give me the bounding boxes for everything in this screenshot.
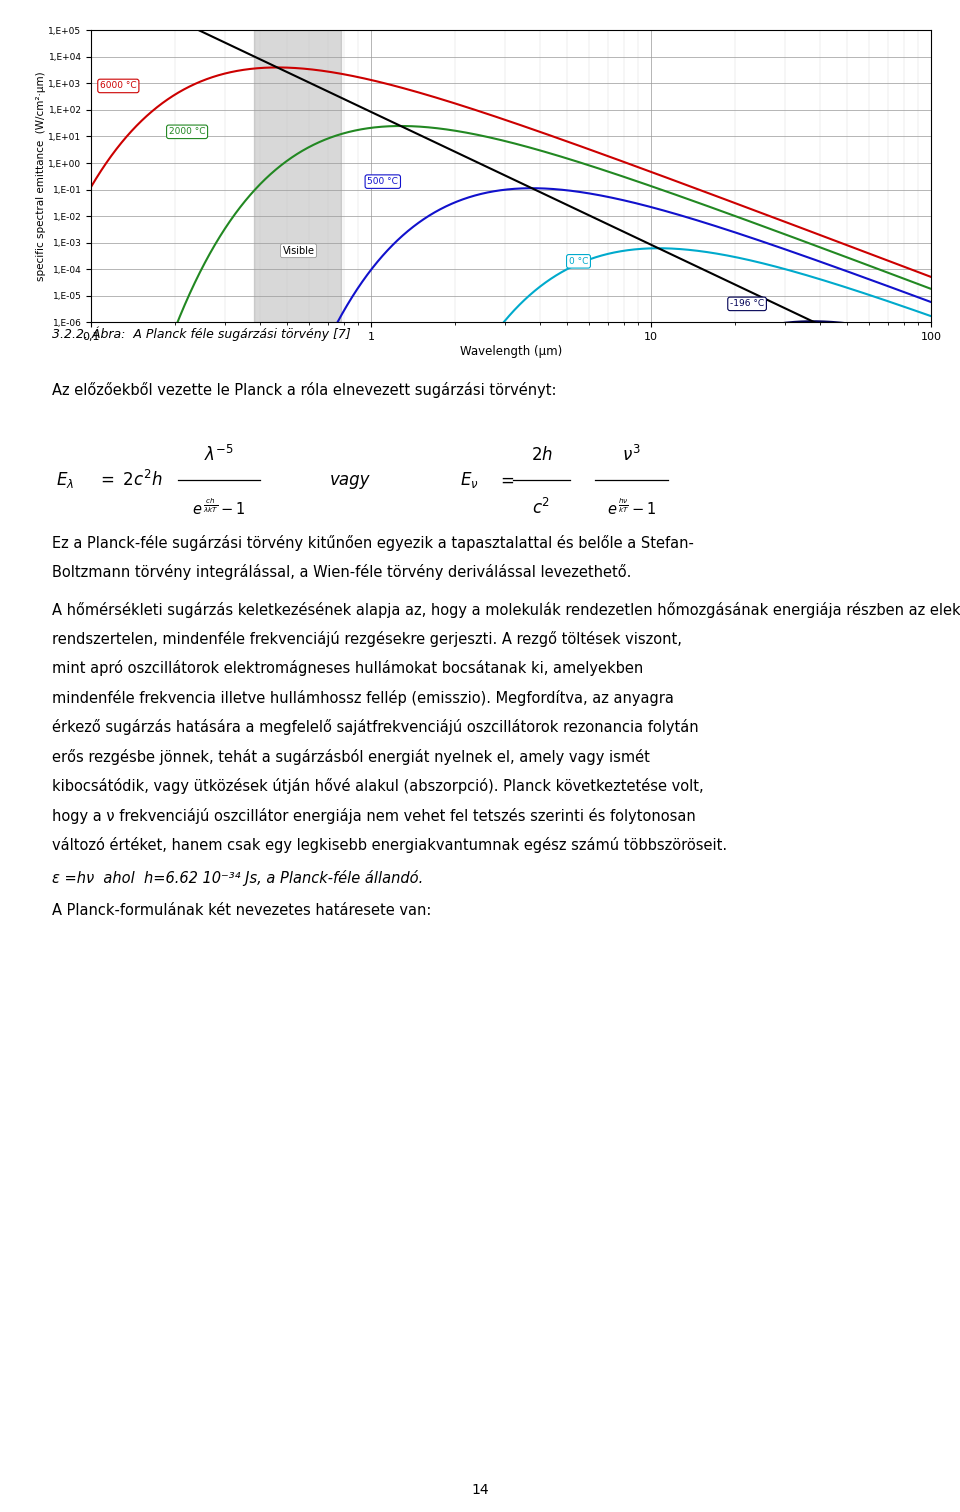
Text: Az előzőekből vezette le Planck a róla elnevezett sugárzási törvényt:: Az előzőekből vezette le Planck a róla e… [52, 383, 557, 398]
Text: változó értéket, hanem csak egy legkisebb energiakvantumnak egész számú többször: változó értéket, hanem csak egy legkiseb… [52, 838, 727, 853]
Text: $2h$: $2h$ [531, 446, 553, 464]
Text: mint apró oszcillátorok elektromágneses hullámokat bocsátanak ki, amelyekben: mint apró oszcillátorok elektromágneses … [52, 661, 643, 676]
Text: kibocsátódik, vagy ütközések útján hővé alakul (abszorpció). Planck következteté: kibocsátódik, vagy ütközések útján hővé … [52, 779, 704, 794]
Text: érkező sugárzás hatására a megfelelő sajátfrekvenciájú oszcillátorok rezonancia : érkező sugárzás hatására a megfelelő saj… [52, 720, 699, 735]
Text: vagy: vagy [329, 472, 370, 488]
Text: -196 °C: -196 °C [730, 299, 764, 308]
Text: $e^{\,\frac{h\nu}{kT}} - 1$: $e^{\,\frac{h\nu}{kT}} - 1$ [607, 497, 656, 519]
Text: $E_{\nu}$: $E_{\nu}$ [460, 470, 479, 490]
Text: Ez a Planck-féle sugárzási törvény kitűnően egyezik a tapasztalattal és belőle a: Ez a Planck-féle sugárzási törvény kitűn… [52, 535, 694, 550]
Bar [253, 30, 341, 322]
Text: 14: 14 [471, 1483, 489, 1497]
Text: $\nu^3$: $\nu^3$ [622, 445, 640, 466]
Text: 0 °C: 0 °C [569, 257, 588, 266]
Text: A Planck-formulának két nevezetes határesete van:: A Planck-formulának két nevezetes határe… [52, 903, 431, 918]
Text: $= \ 2c^2h$: $= \ 2c^2h$ [97, 470, 162, 490]
Text: Boltzmann törvény integrálással, a Wien-féle törvény deriválással levezethető.: Boltzmann törvény integrálással, a Wien-… [52, 564, 632, 581]
Text: Visible: Visible [282, 246, 315, 256]
Text: ε =hν  ahol  h=6.62 10⁻³⁴ Js, a Planck-féle állandó.: ε =hν ahol h=6.62 10⁻³⁴ Js, a Planck-fél… [52, 869, 423, 886]
Text: $\lambda^{-5}$: $\lambda^{-5}$ [204, 445, 234, 466]
Text: $E_{\lambda}$: $E_{\lambda}$ [56, 470, 74, 490]
Text: 3.2.2. Ábra:  A Planck féle sugárzási törvény [7]: 3.2.2. Ábra: A Planck féle sugárzási tör… [52, 327, 350, 342]
Text: $e^{\,\frac{ch}{\lambda kT}} - 1$: $e^{\,\frac{ch}{\lambda kT}} - 1$ [192, 497, 246, 519]
X-axis label: Wavelength (μm): Wavelength (μm) [460, 345, 563, 358]
Text: $=$: $=$ [496, 472, 515, 488]
Y-axis label: specific spectral emittance  (W/cm²·μm): specific spectral emittance (W/cm²·μm) [36, 71, 45, 281]
Text: A hőmérsékleti sugárzás keletkezésének alapja az, hogy a molekulák rendezetlen h: A hőmérsékleti sugárzás keletkezésének a… [52, 602, 960, 617]
Text: hogy a ν frekvenciájú oszcillátor energiája nem vehet fel tetszés szerinti és fo: hogy a ν frekvenciájú oszcillátor energi… [52, 807, 696, 824]
Text: 6000 °C: 6000 °C [100, 82, 136, 91]
Text: mindenféle frekvencia illetve hullámhossz fellép (emisszio). Megfordítva, az any: mindenféle frekvencia illetve hullámhoss… [52, 689, 674, 706]
Text: erős rezgésbe jönnek, tehát a sugárzásból energiát nyelnek el, amely vagy ismét: erős rezgésbe jönnek, tehát a sugárzásbó… [52, 748, 650, 765]
Text: $c^2$: $c^2$ [533, 497, 551, 519]
Text: 2000 °C: 2000 °C [169, 127, 205, 136]
Text: 500 °C: 500 °C [368, 177, 398, 186]
Text: rendszertelen, mindenféle frekvenciájú rezgésekre gerjeszti. A rezgő töltések vi: rendszertelen, mindenféle frekvenciájú r… [52, 631, 682, 647]
